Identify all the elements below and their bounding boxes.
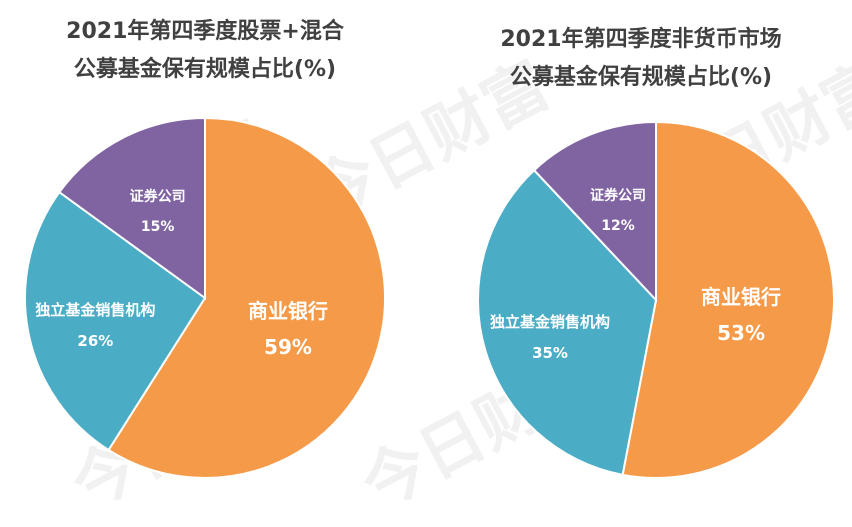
- pie-chart-left: 商业银行 59% 独立基金销售机构 26% 证券公司 15%: [24, 116, 386, 479]
- slice-label: 独立基金销售机构: [35, 301, 155, 319]
- slice-label: 商业银行: [701, 285, 781, 309]
- chart-panel-left: 2021年第四季度股票+混合 公募基金保有规模占比(%) 商业银行 59% 独立基金…: [0, 0, 410, 491]
- slice-value-label: 35%: [532, 344, 568, 362]
- chart-title-line2: 公募基金保有规模占比(%): [73, 57, 337, 82]
- slice-value-label: 59%: [264, 335, 312, 359]
- slice-label: 证券公司: [130, 188, 186, 205]
- chart-panel-right: 2021年第四季度非货币市场 公募基金保有规模占比(%) 商业银行 53% 独立基金…: [430, 0, 852, 491]
- slice-value-label: 15%: [141, 219, 175, 235]
- slice-value-label: 12%: [601, 218, 635, 234]
- pie-slice: [621, 120, 835, 479]
- pie-slice: [24, 190, 207, 452]
- pie-slice: [532, 120, 657, 303]
- slice-label: 独立基金销售机构: [490, 313, 610, 331]
- pie-chart-right: 商业银行 53% 独立基金销售机构 35% 证券公司 12%: [477, 120, 835, 479]
- chart-title-line1: 2021年第四季度非货币市场: [500, 27, 782, 52]
- pie-slice: [477, 168, 658, 477]
- slice-value-label: 26%: [77, 332, 113, 350]
- slice-label: 证券公司: [590, 187, 646, 204]
- pie-slice: [57, 116, 206, 300]
- chart-title-line1: 2021年第四季度股票+混合: [66, 19, 344, 44]
- slice-value-label: 53%: [717, 321, 765, 345]
- slice-label: 商业银行: [248, 299, 328, 323]
- chart-title-line2: 公募基金保有规模占比(%): [509, 65, 773, 90]
- pie-slice: [107, 116, 386, 479]
